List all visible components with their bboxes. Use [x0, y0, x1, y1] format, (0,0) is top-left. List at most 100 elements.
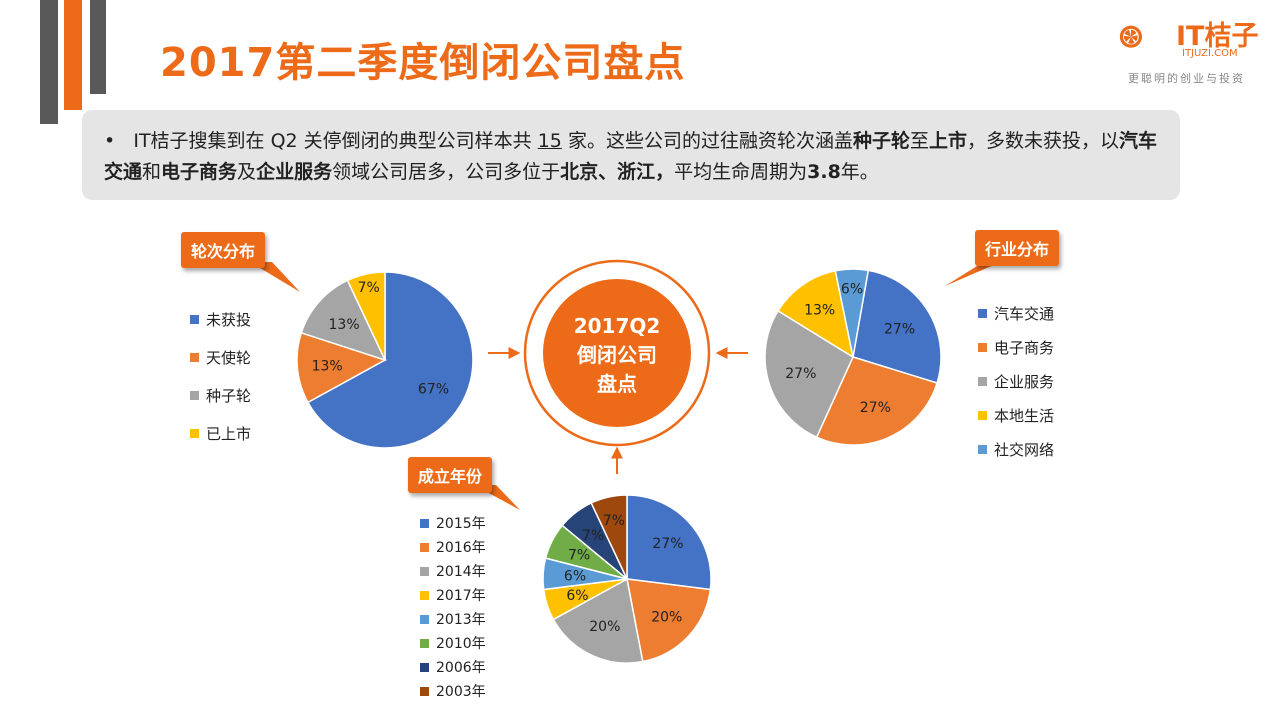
decor-bar-orange: [64, 0, 82, 110]
summary-text: • IT桔子搜集到在 Q2 关停倒闭的典型公司样本共 15 家。这些公司的过往融…: [104, 126, 1174, 188]
pie-slice: [834, 268, 870, 358]
center-line-1: 2017Q2: [574, 314, 661, 338]
legend-item: 本地生活: [978, 398, 1054, 432]
legend-swatch: [420, 686, 429, 696]
legend-item: 企业服务: [978, 364, 1054, 398]
legend-item: 电子商务: [978, 330, 1054, 364]
round-legend: 未获投 天使轮 种子轮 已上市: [190, 300, 251, 452]
legend-swatch: [190, 428, 199, 438]
pie-slice: [552, 577, 644, 664]
legend-swatch: [978, 444, 987, 454]
legend-swatch: [978, 342, 987, 352]
year-pie-chart: 27%20%20%6%6%7%7%7%: [542, 494, 712, 664]
summary-part: 平均生命周期为: [674, 161, 808, 183]
industry-pie-chart: 27% 27% 27% 13% 6%: [764, 268, 942, 446]
pie-data-label: 6%: [841, 281, 863, 297]
pie-data-label: 27%: [884, 322, 915, 338]
legend-label: 2017年: [436, 588, 486, 604]
round-pie-chart: 67% 13% 13% 7%: [296, 271, 474, 449]
center-line-3: 盘点: [597, 372, 637, 396]
summary-bold: 电子商务: [161, 161, 238, 183]
summary-part: 家。这些公司的过往融资轮次涵盖: [561, 130, 853, 152]
summary-part: 至: [909, 130, 929, 152]
center-outer-ring: [523, 259, 711, 447]
legend-label: 天使轮: [206, 348, 252, 367]
decor-bar-gray-1: [40, 0, 58, 124]
legend-label: 2013年: [436, 612, 486, 628]
decor-bar-gray-2: [90, 0, 106, 94]
summary-box: • IT桔子搜集到在 Q2 关停倒闭的典型公司样本共 15 家。这些公司的过往融…: [82, 110, 1180, 200]
pie-slice: [296, 331, 387, 404]
legend-label: 本地生活: [994, 406, 1055, 425]
pie-data-label: 67%: [418, 382, 449, 398]
legend-item: 2006年: [420, 655, 486, 679]
legend-swatch: [420, 590, 429, 600]
legend-item: 2010年: [420, 631, 486, 655]
pie-data-label: 20%: [589, 619, 620, 635]
pie-data-label: 13%: [329, 317, 360, 333]
pie-data-label: 7%: [582, 528, 604, 544]
pie-slice: [590, 494, 628, 580]
summary-bold: 3.8: [807, 161, 841, 183]
summary-bold: 企业服务: [256, 161, 333, 183]
legend-swatch: [420, 542, 429, 552]
pie-slice: [626, 578, 712, 663]
summary-part: ，多数未获投，以: [967, 130, 1120, 152]
legend-label: 2014年: [436, 564, 486, 580]
pie-slice: [626, 494, 712, 591]
logo-name: IT桔子: [1176, 21, 1259, 52]
pie-data-label: 13%: [804, 302, 835, 318]
summary-part: 年。: [840, 161, 879, 183]
pie-data-label: 7%: [603, 513, 625, 529]
pie-slice: [815, 356, 939, 446]
logo-url: ITJUZI.COM: [1182, 48, 1238, 59]
legend-item: 未获投: [190, 300, 251, 338]
legend-label: 电子商务: [994, 338, 1055, 357]
legend-item: 2013年: [420, 607, 486, 631]
summary-part: 及: [237, 161, 257, 183]
legend-swatch: [190, 352, 199, 362]
pie-data-label: 6%: [564, 569, 586, 585]
summary-bold: 上市: [928, 130, 967, 152]
legend-item: 天使轮: [190, 338, 251, 376]
pie-slice: [300, 279, 387, 362]
summary-bold: 种子轮: [852, 130, 910, 152]
pie-data-label: 7%: [358, 280, 380, 296]
legend-swatch: [978, 410, 987, 420]
legend-item: 2016年: [420, 535, 486, 559]
pie-data-label: 20%: [651, 609, 682, 625]
year-legend: 2015年 2016年 2014年 2017年 2013年 2010年 2006年 2003年: [420, 511, 486, 703]
pie-slice: [777, 269, 855, 359]
legend-label: 企业服务: [994, 372, 1055, 391]
legend-label: 已上市: [206, 424, 252, 443]
industry-chart-title: 行业分布: [975, 230, 1060, 266]
summary-part: 和: [142, 161, 162, 183]
pie-slice: [346, 271, 386, 361]
legend-item: 2014年: [420, 559, 486, 583]
legend-item: 汽车交通: [978, 296, 1054, 330]
legend-swatch: [978, 308, 987, 318]
center-inner-circle: [543, 279, 691, 427]
pie-data-label: 27%: [785, 366, 816, 382]
legend-swatch: [190, 314, 199, 324]
legend-swatch: [420, 614, 429, 624]
bullet: •: [104, 130, 116, 152]
sample-count: 15: [537, 130, 562, 152]
center-line-2: 倒闭公司: [576, 343, 657, 367]
legend-label: 2015年: [436, 516, 486, 532]
legend-item: 2003年: [420, 679, 486, 703]
page-title: 2017第二季度倒闭公司盘点: [160, 40, 686, 86]
pie-data-label: 27%: [652, 536, 683, 552]
legend-label: 2006年: [436, 660, 486, 676]
legend-item: 2015年: [420, 511, 486, 535]
legend-swatch: [420, 566, 429, 576]
orange-logo-icon: [1119, 25, 1142, 48]
legend-swatch: [978, 376, 987, 386]
industry-legend: 汽车交通 电子商务 企业服务 本地生活 社交网络: [978, 296, 1054, 466]
round-chart-title: 轮次分布: [181, 232, 266, 268]
pie-data-label: 13%: [312, 358, 343, 374]
pie-slice: [852, 269, 942, 384]
legend-label: 2010年: [436, 636, 486, 652]
legend-swatch: [420, 638, 429, 648]
pie-data-label: 7%: [568, 548, 590, 564]
